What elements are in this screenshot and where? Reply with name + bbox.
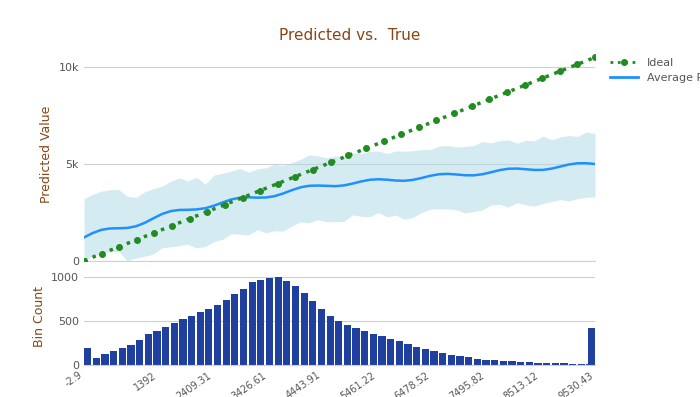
Bar bbox=[188, 316, 195, 365]
Bar bbox=[508, 361, 516, 365]
Bar bbox=[379, 336, 386, 365]
Bar bbox=[552, 363, 559, 365]
Bar bbox=[517, 362, 524, 365]
Bar bbox=[300, 293, 308, 365]
Bar bbox=[422, 349, 429, 365]
Bar bbox=[395, 341, 403, 365]
Bar bbox=[474, 358, 481, 365]
Bar bbox=[145, 334, 152, 365]
Bar bbox=[491, 360, 498, 365]
Bar bbox=[587, 364, 594, 365]
Bar bbox=[318, 309, 325, 365]
Bar bbox=[284, 281, 290, 365]
Bar bbox=[292, 286, 299, 365]
Bar bbox=[240, 289, 247, 365]
Bar bbox=[248, 283, 256, 365]
Y-axis label: Bin Count: Bin Count bbox=[33, 286, 46, 347]
Bar bbox=[456, 357, 463, 365]
Bar bbox=[153, 331, 160, 365]
Bar bbox=[197, 312, 204, 365]
Bar bbox=[179, 320, 186, 365]
Bar bbox=[257, 280, 265, 365]
Bar bbox=[534, 362, 542, 365]
Bar bbox=[84, 348, 91, 365]
Bar bbox=[588, 328, 595, 365]
Bar bbox=[274, 277, 282, 365]
Bar bbox=[448, 355, 455, 365]
Bar bbox=[171, 323, 178, 365]
Bar bbox=[387, 339, 394, 365]
Bar bbox=[370, 333, 377, 365]
Bar bbox=[223, 300, 230, 365]
Bar bbox=[439, 353, 447, 365]
Bar bbox=[353, 328, 360, 365]
Bar bbox=[127, 345, 134, 365]
Bar bbox=[405, 344, 412, 365]
Bar bbox=[205, 309, 213, 365]
Bar bbox=[110, 351, 117, 365]
Legend: Ideal, Average Predicted Value: Ideal, Average Predicted Value bbox=[606, 53, 700, 88]
Bar bbox=[162, 328, 169, 365]
Bar bbox=[465, 357, 472, 365]
Text: Predicted vs.  True: Predicted vs. True bbox=[279, 28, 421, 43]
Bar bbox=[136, 340, 144, 365]
Bar bbox=[102, 354, 108, 365]
Bar bbox=[335, 321, 342, 365]
Y-axis label: Predicted Value: Predicted Value bbox=[40, 106, 53, 203]
Bar bbox=[326, 316, 334, 365]
Bar bbox=[309, 301, 316, 365]
Bar bbox=[361, 331, 368, 365]
Bar bbox=[578, 364, 585, 365]
Bar bbox=[413, 347, 421, 365]
Bar bbox=[561, 364, 568, 365]
Bar bbox=[344, 325, 351, 365]
Bar bbox=[231, 294, 239, 365]
Bar bbox=[92, 358, 100, 365]
Bar bbox=[430, 351, 438, 365]
Bar bbox=[118, 348, 126, 365]
Bar bbox=[526, 362, 533, 365]
Bar bbox=[500, 361, 507, 365]
Bar bbox=[266, 278, 273, 365]
Bar bbox=[214, 304, 221, 365]
Bar bbox=[569, 364, 576, 365]
Bar bbox=[482, 360, 489, 365]
Bar bbox=[543, 363, 550, 365]
